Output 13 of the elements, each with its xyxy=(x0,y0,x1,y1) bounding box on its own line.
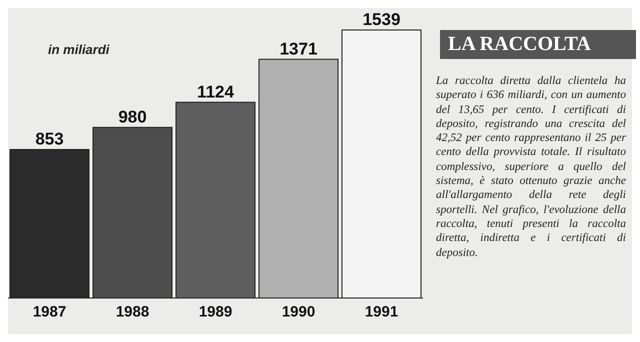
x-tick-label: 1987 xyxy=(32,304,66,321)
data-label: 1371 xyxy=(280,39,318,58)
data-label: 853 xyxy=(35,129,64,148)
text: La raccolta diretta dalla clientela ha superato i 636 miliardi, con un aumento del 13,65 per cento. I certificati di deposito, registrando una crescita del 42,52 per cento rappresentano il 25 per cento della provvista totale. Il risultato complessivo, superiore a quello del sistema, è stato ottenuto grazie anche all'allargamento della rete degli sportelli. Nel grafico, l'evoluzione della raccolta, tenuti presenti la raccolta diretta, indiretta e i certificati di deposito. xyxy=(436,75,626,259)
x-tick-label: 1990 xyxy=(282,304,316,321)
data-label: 1124 xyxy=(197,82,234,102)
x-tick-label: 1991 xyxy=(364,304,398,321)
x-tick-label: 1989 xyxy=(198,304,232,321)
x-tick-label: 1988 xyxy=(116,304,150,321)
data-label: 980 xyxy=(118,107,147,126)
text: LA RACCOLTA xyxy=(440,30,636,59)
text: in miliardi xyxy=(48,42,110,57)
data-label: 1539 xyxy=(362,10,400,29)
